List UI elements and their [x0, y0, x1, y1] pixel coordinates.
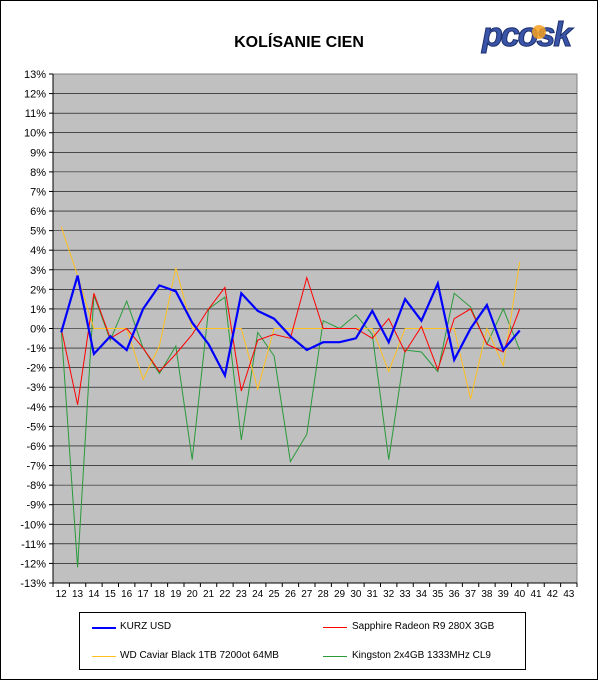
- legend-swatch: [323, 656, 347, 657]
- line-chart: -13% -12% -11% -10% -9% -8% -7% -6% -5% -4% -3% -2%…: [20, 69, 578, 600]
- x-tick-label: 26: [285, 589, 297, 600]
- series-line-4: [60, 292, 521, 568]
- x-tick-label: 29: [334, 589, 346, 600]
- y-tick-label: 8%: [30, 167, 46, 179]
- y-tick-label: -4%: [26, 402, 46, 414]
- x-tick-label: 14: [88, 589, 100, 600]
- flame-icon: [532, 25, 546, 39]
- x-tick-label: 38: [481, 589, 493, 600]
- x-tick-label: 23: [236, 589, 248, 600]
- x-tick-label: 32: [383, 589, 395, 600]
- x-tick-label: 39: [498, 589, 510, 600]
- y-tick-label: -8%: [26, 480, 46, 492]
- legend: KURZ USD Sapphire Radeon R9 280X 3GB WD Ca…: [79, 612, 526, 670]
- y-tick-label: 1%: [30, 304, 46, 316]
- x-tick-label: 25: [269, 589, 281, 600]
- x-tick-label: 43: [563, 589, 575, 600]
- y-tick-label: -9%: [26, 500, 46, 512]
- y-tick-label: 0%: [30, 324, 46, 336]
- x-tick-label: 31: [367, 589, 379, 600]
- x-tick-label: 41: [531, 589, 543, 600]
- x-tick-label: 42: [547, 589, 559, 600]
- brand-logo-text: pcosk: [481, 16, 574, 54]
- x-tick-label: 15: [105, 589, 117, 600]
- y-tick-label: 9%: [30, 147, 46, 159]
- x-tick-label: 24: [252, 589, 264, 600]
- y-tick-label: -7%: [26, 461, 46, 473]
- x-tick-label: 12: [56, 589, 68, 600]
- y-tick-label: 5%: [30, 226, 46, 238]
- brand-logo: pcosk: [481, 16, 577, 55]
- x-tick-label: 17: [138, 589, 150, 600]
- y-tick-label: 7%: [30, 186, 46, 198]
- y-tick-label: 13%: [24, 69, 46, 81]
- y-tick-label: -2%: [26, 363, 46, 375]
- y-tick-label: -10%: [20, 519, 46, 531]
- y-tick-label: -3%: [26, 382, 46, 394]
- y-tick-label: 4%: [30, 245, 46, 257]
- series-line-2: [60, 275, 521, 405]
- y-tick-label: -12%: [20, 558, 46, 570]
- x-tick-label: 13: [72, 589, 84, 600]
- x-tick-label: 35: [432, 589, 444, 600]
- legend-swatch: [323, 627, 347, 628]
- x-tick-label: 21: [203, 589, 215, 600]
- y-tick-label: 6%: [30, 206, 46, 218]
- y-tick-label: -5%: [26, 421, 46, 433]
- y-tick-label: -11%: [21, 539, 46, 551]
- y-tick-label: -6%: [26, 441, 46, 453]
- legend-swatch: [92, 627, 116, 629]
- x-tick-label: 18: [154, 589, 166, 600]
- x-tick-label: 30: [350, 589, 362, 600]
- legend-swatch: [92, 656, 116, 657]
- y-tick-label: 10%: [24, 128, 46, 140]
- y-tick-label: 12%: [24, 89, 46, 101]
- y-tick-label: 11%: [25, 108, 46, 120]
- x-tick-label: 19: [170, 589, 182, 600]
- x-tick-label: 40: [514, 589, 526, 600]
- x-tick-label: 27: [301, 589, 313, 600]
- x-tick-label: 28: [318, 589, 330, 600]
- x-tick-label: 34: [416, 589, 428, 600]
- x-tick-label: 16: [121, 589, 133, 600]
- x-tick-label: 37: [465, 589, 477, 600]
- legend-label: Sapphire Radeon R9 280X 3GB: [352, 621, 495, 632]
- chart-title: KOLÍSANIE CIEN: [234, 34, 364, 51]
- series-line-3: [60, 226, 521, 400]
- x-tick-label: 36: [449, 589, 461, 600]
- x-tick-label: 33: [400, 589, 412, 600]
- y-tick-label: -1%: [26, 343, 46, 355]
- legend-label: KURZ USD: [120, 621, 172, 632]
- x-tick-label: 20: [187, 589, 199, 600]
- series-line-1: [60, 275, 521, 379]
- legend-label: WD Caviar Black 1TB 7200ot 64MB: [120, 650, 279, 661]
- y-tick-label: -13%: [20, 578, 46, 590]
- y-tick-label: 2%: [30, 284, 46, 296]
- legend-label: Kingston 2x4GB 1333MHz CL9: [352, 650, 491, 661]
- x-tick-label: 22: [219, 589, 231, 600]
- y-tick-label: 3%: [30, 265, 46, 277]
